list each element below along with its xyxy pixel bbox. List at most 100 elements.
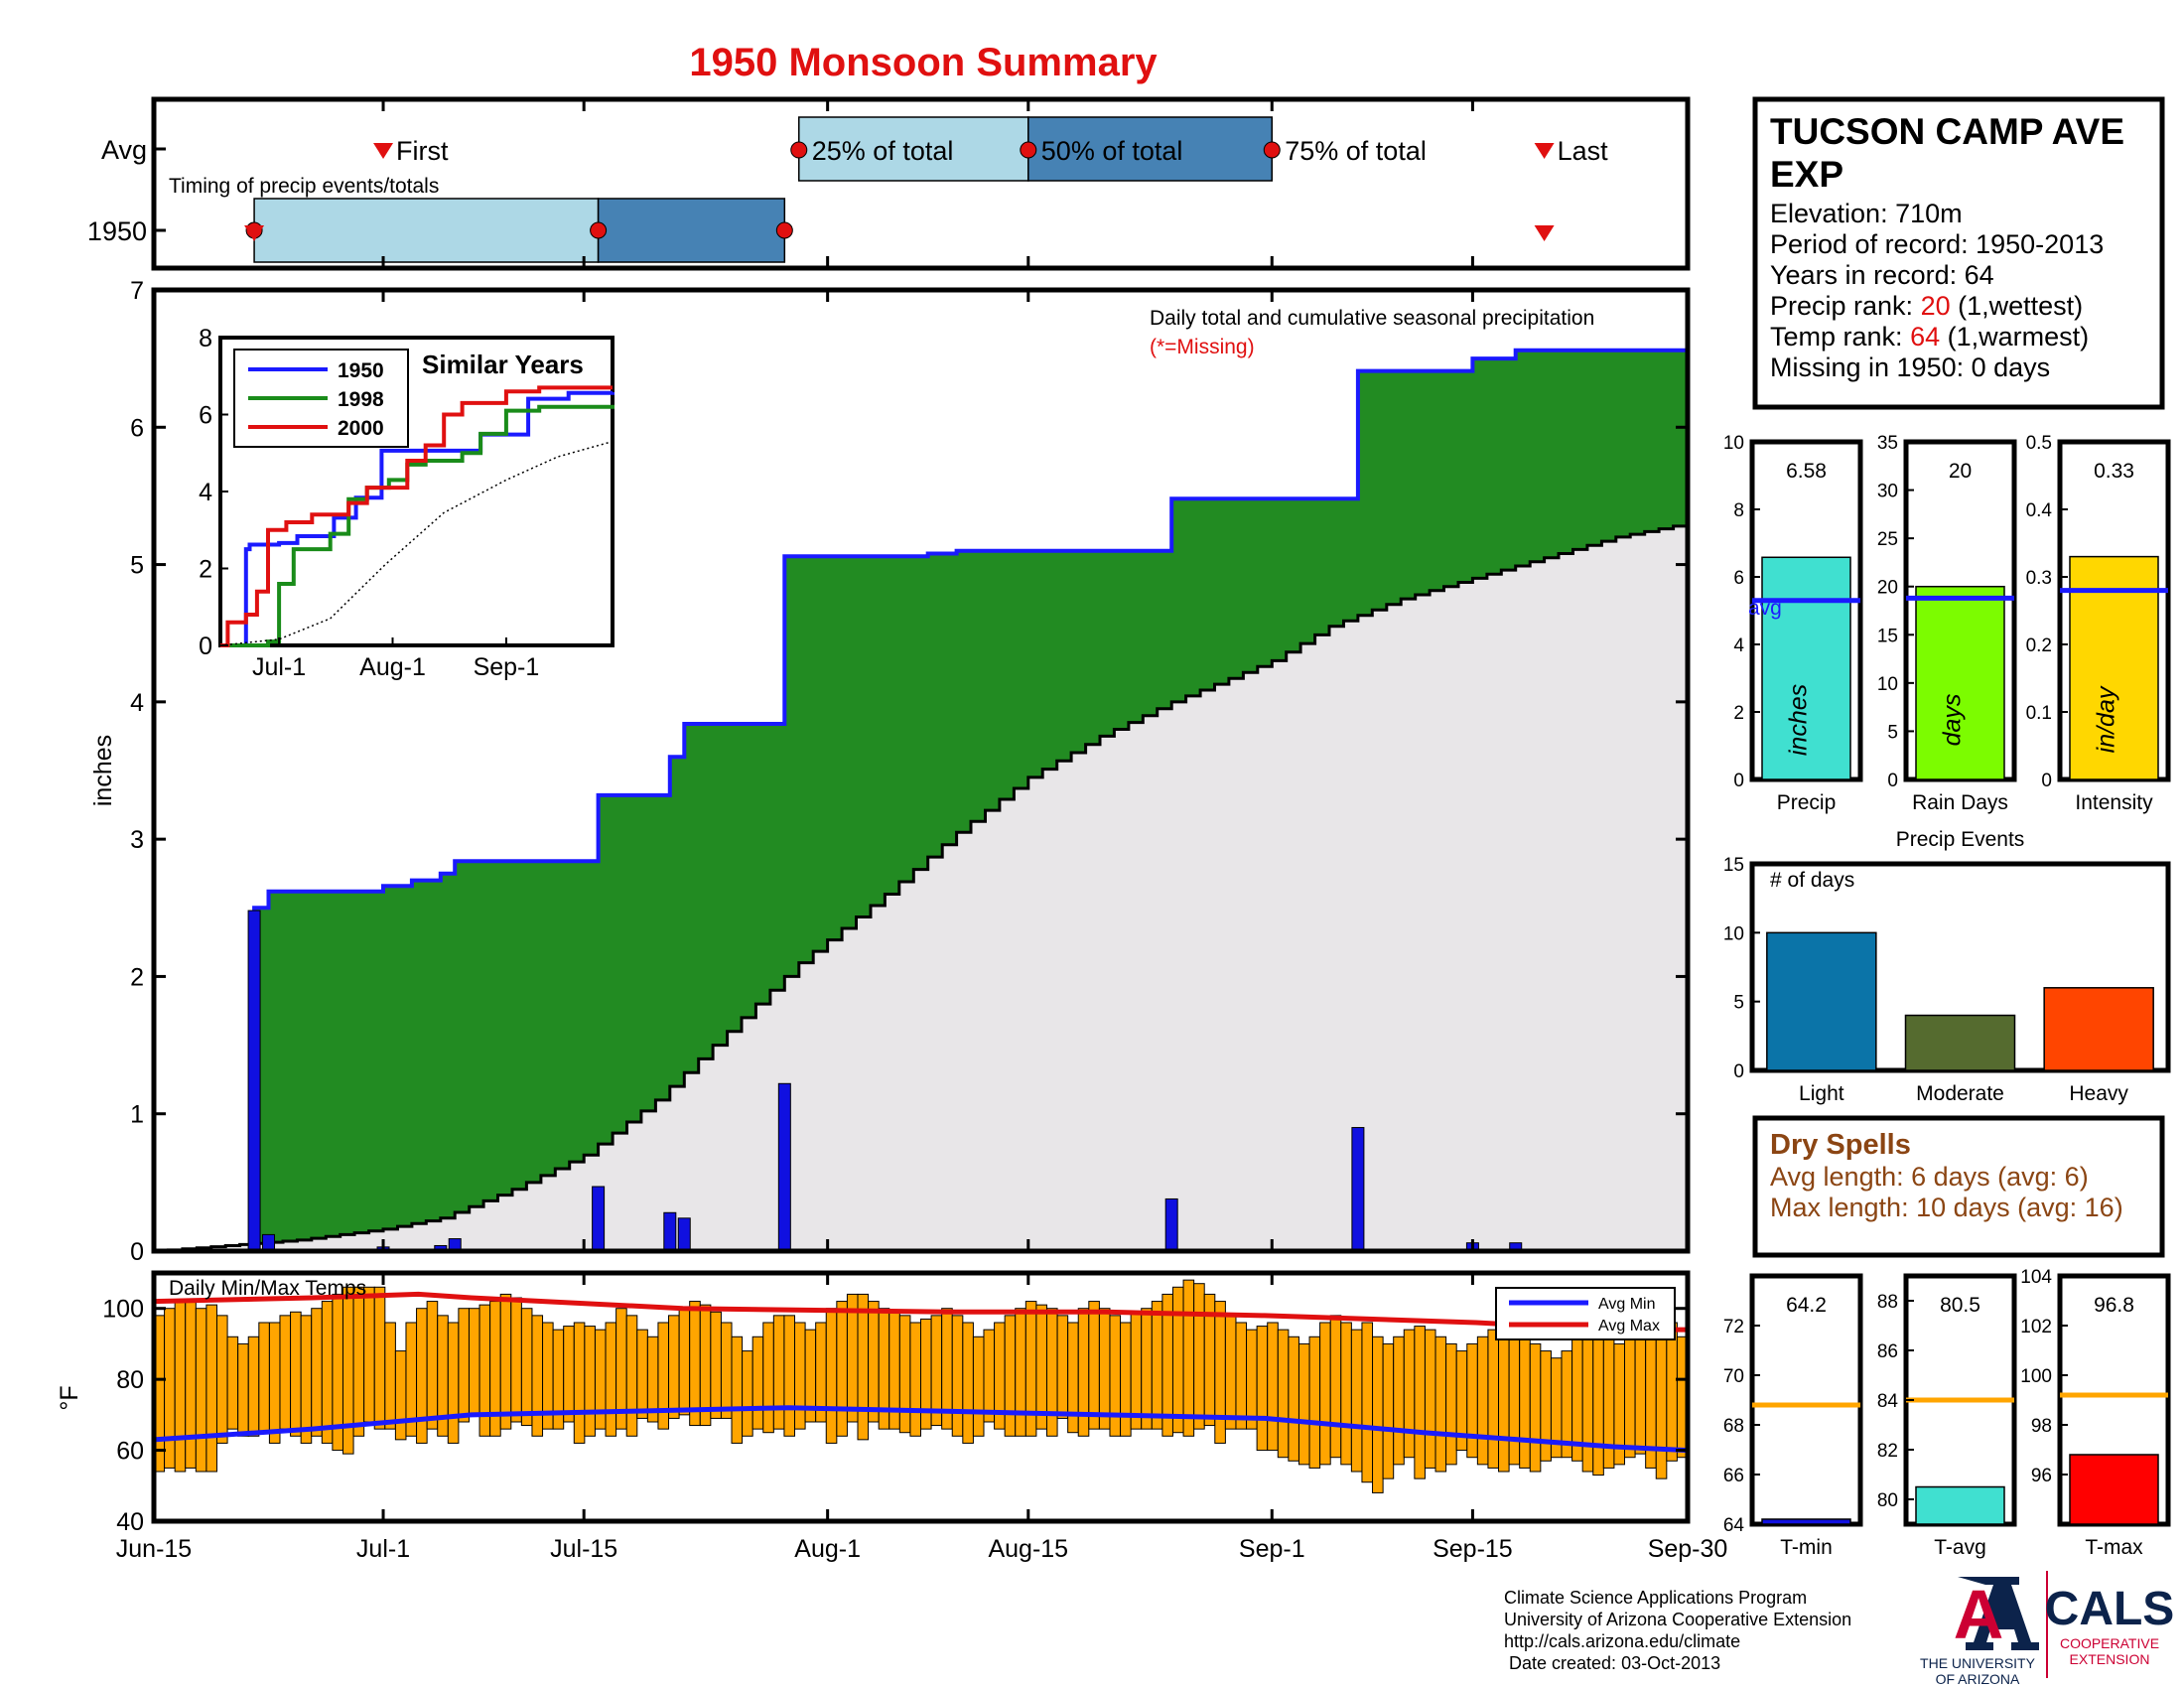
panel-y-tick-label: 104 — [2020, 1267, 2052, 1288]
panel-y-tick-label: 100 — [2020, 1366, 2052, 1387]
daily-temp-bar — [1434, 1336, 1447, 1473]
panel-value: 0.33 — [2094, 460, 2134, 483]
panel-label: T-avg — [1934, 1536, 1986, 1559]
daily-precip-bar — [663, 1211, 677, 1252]
similar-years-inset: 0 2 4 6 8 Jul-1 Aug-1 Sep-1 1950 1998 2000 Simila… — [199, 325, 614, 681]
daily-temp-bar — [215, 1315, 228, 1444]
daily-temp-bar — [1088, 1301, 1100, 1430]
temps-x-tick-label: Jul-1 — [356, 1535, 410, 1563]
daily-temp-bar — [1297, 1342, 1310, 1466]
daily-temp-bar — [373, 1286, 386, 1430]
inset-x-tick-label: Sep-1 — [474, 653, 540, 681]
precip-events-title: Precip Events — [1896, 828, 2025, 851]
temps-x-tick-label: Sep-15 — [1433, 1535, 1513, 1563]
daily-temp-bar — [1519, 1333, 1531, 1469]
precip-chart-border — [151, 287, 1691, 1254]
panel-y-tick-label: 72 — [1723, 1317, 1744, 1337]
timing-row-label-avg: Avg — [101, 135, 147, 165]
daily-temp-bar — [1393, 1336, 1405, 1466]
panel-y-tick-label: 8 — [1733, 500, 1744, 521]
precip-y-tick-label: 4 — [130, 689, 144, 717]
daily-temp-bar — [458, 1308, 470, 1423]
daily-temp-bar — [898, 1315, 911, 1434]
temps-x-tick-label: Jul-15 — [550, 1535, 617, 1563]
daily-temp-bar — [1045, 1308, 1058, 1437]
panel-unit: days — [1939, 694, 1967, 747]
temps-legend: Avg Min Avg Max — [1495, 1287, 1676, 1340]
temps-chart-border — [151, 1270, 1691, 1524]
temps-y-tick-label: 80 — [116, 1366, 144, 1394]
daily-temp-bar — [1666, 1322, 1678, 1462]
panel-y-tick-label: 25 — [1877, 529, 1898, 550]
inset-y-tick-label: 6 — [199, 402, 212, 430]
daily-temp-bar — [1035, 1304, 1047, 1430]
daily-temp-bar — [1224, 1315, 1237, 1430]
daily-temp-bar — [584, 1326, 596, 1437]
avg-marker-triangle — [373, 143, 394, 159]
panel-label: T-max — [2085, 1536, 2143, 1559]
footer-line4: Date created: 03-Oct-2013 — [1504, 1653, 1720, 1673]
temps-chart: 40 60 80 100 Jun-15 Jul-1 Jul-15 Aug-1 Aug-15 Sep… — [56, 1270, 1727, 1563]
avg-marker-label: First — [396, 136, 449, 166]
daily-precip-bar — [777, 1082, 791, 1252]
precip-events-chart: Precip Events # of days Light Moderate Heavy… — [1723, 828, 2171, 1105]
precip-y-tick-label: 0 — [130, 1238, 144, 1266]
similar-years-plot: 0 2 4 6 8 Jul-1 Aug-1 Sep-1 — [199, 325, 614, 681]
precip-events-y-tick-label: 0 — [1733, 1061, 1744, 1082]
daily-temp-bar — [846, 1293, 859, 1423]
daily-precip-bar — [677, 1217, 691, 1252]
daily-precip-bar — [247, 910, 261, 1252]
temps-legend-box — [1495, 1287, 1676, 1340]
daily-temp-bar — [1015, 1308, 1026, 1437]
dry-spells-box: Dry Spells Avg length: 6 days (avg: 6) M… — [1752, 1115, 2165, 1258]
daily-temp-bar — [1498, 1326, 1510, 1473]
panel-y-tick-label: 6 — [1733, 568, 1744, 589]
daily-temp-bar — [1487, 1329, 1500, 1469]
legend-label-2000: 2000 — [338, 417, 384, 440]
similar-years-line-1950 — [220, 390, 614, 647]
daily-temp-bar — [794, 1322, 806, 1430]
daily-temp-bar — [1171, 1286, 1184, 1434]
daily-temp-bar — [1277, 1329, 1290, 1459]
daily-temp-bar — [783, 1315, 796, 1437]
daily-temp-bar — [1319, 1322, 1331, 1466]
temps-x-tick-label: Aug-15 — [988, 1535, 1068, 1563]
footer-line1: Climate Science Applications Program — [1504, 1588, 1807, 1608]
daily-temp-bar — [300, 1315, 313, 1444]
legend-label-1950: 1950 — [338, 359, 384, 382]
daily-temp-bar — [1193, 1283, 1205, 1430]
daily-temp-bar — [625, 1315, 638, 1437]
footer-line2: University of Arizona Cooperative Extens… — [1504, 1610, 1851, 1629]
daily-temp-bar — [447, 1322, 460, 1444]
daily-temp-bar — [352, 1286, 365, 1437]
dry-spells-frame — [1752, 1115, 2165, 1258]
daily-temp-bar — [563, 1326, 575, 1423]
panel-y-tick-label: 98 — [2031, 1416, 2052, 1437]
daily-temp-bar — [205, 1304, 217, 1473]
precip-events-bar-heavy — [2043, 987, 2154, 1071]
cals-logo: CALS — [2045, 1583, 2175, 1635]
precip-y-tick-label: 3 — [130, 826, 144, 854]
daily-precip-bar — [592, 1186, 606, 1252]
inset-x-tick-label: Jul-1 — [252, 653, 306, 681]
inset-y-tick-label: 2 — [199, 556, 212, 584]
cals-logo-line2: EXTENSION — [2070, 1651, 2150, 1667]
daily-temp-bar — [1077, 1308, 1090, 1437]
daily-precip-bar — [1351, 1127, 1365, 1252]
panel-y-tick-label: 5 — [1887, 722, 1898, 743]
panel-y-tick-label: 84 — [1877, 1391, 1899, 1412]
daily-temp-bar — [1120, 1322, 1132, 1437]
daily-temp-bar — [1308, 1336, 1321, 1469]
daily-temp-bar — [164, 1308, 176, 1469]
daily-temp-bar — [279, 1315, 292, 1430]
panel-value: 6.58 — [1786, 460, 1827, 483]
daily-temp-bar — [678, 1308, 691, 1416]
timing-caption: Timing of precip events/totals — [169, 175, 439, 198]
daily-temp-bar — [668, 1315, 680, 1419]
panel-y-tick-label: 0.1 — [2026, 703, 2052, 724]
panel-bar-t-avg — [1915, 1485, 2005, 1525]
panel-y-tick-label: 0 — [1887, 771, 1898, 791]
above-average-precip-area — [154, 348, 1688, 1252]
daily-temp-bar — [857, 1293, 870, 1441]
ua-logo: A THE UNIVERSITY OF ARIZONA CALS COOPERA… — [1920, 1571, 2174, 1687]
